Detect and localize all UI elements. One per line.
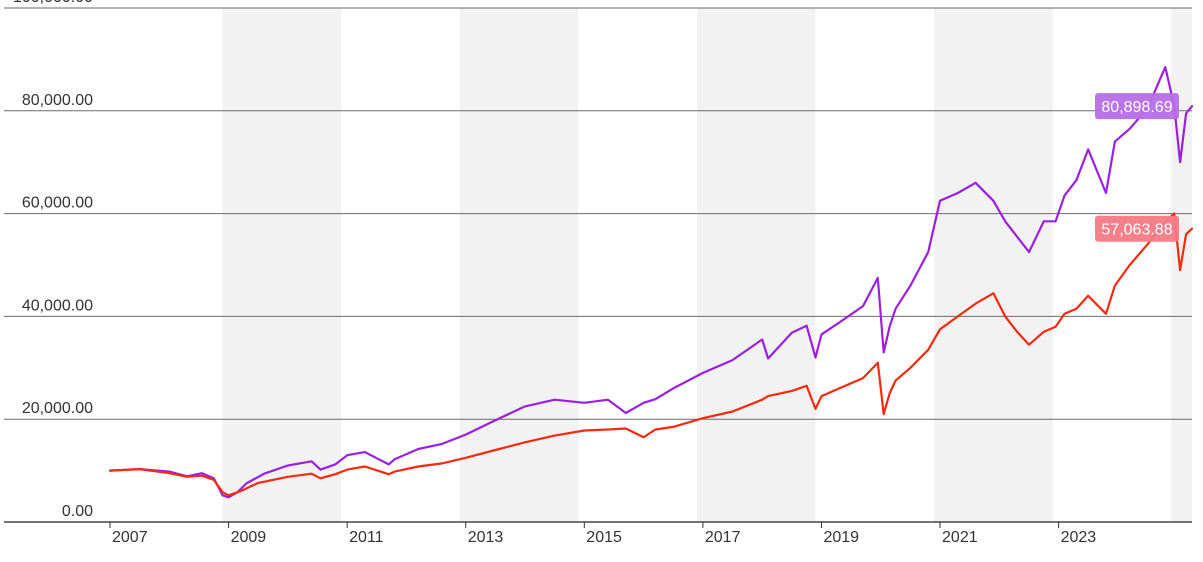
y-axis-ticks: 0.00 20,000.00 40,000.00 60,000.00 80,000.00… (13, 0, 93, 520)
x-tick-label: 2015 (586, 529, 622, 546)
y-tick-label: 80,000.00 (22, 92, 93, 109)
x-tick-label: 2009 (231, 529, 267, 546)
gridlines (4, 7, 1192, 523)
x-tick-label: 2011 (349, 529, 384, 546)
shaded-bands (222, 8, 1192, 522)
x-axis-ticks: 2007 2009 2011 2013 2015 2017 2019 2021 2023 (109, 522, 1097, 546)
y-tick-label: 60,000.00 (22, 195, 93, 212)
end-value-label: 57,063.88 (1101, 222, 1172, 239)
series-lines (108, 66, 1194, 499)
x-tick-label: 2019 (823, 529, 859, 546)
x-tick-label: 2021 (942, 529, 978, 546)
y-tick-label: 100,000.00 (13, 0, 93, 6)
end-value-labels: 80,898.69 57,063.88 (1095, 93, 1179, 242)
x-tick-label: 2013 (468, 529, 504, 546)
x-tick-label: 2023 (1061, 529, 1097, 546)
series-line-0 (108, 66, 1194, 499)
shaded-band-2 (696, 8, 816, 522)
shaded-band-0 (222, 8, 342, 522)
shaded-band-1 (459, 8, 579, 522)
y-tick-label: 20,000.00 (22, 400, 93, 417)
x-tick-label: 2007 (112, 529, 148, 546)
end-value-label: 80,898.69 (1101, 99, 1172, 116)
shaded-band-3 (934, 8, 1053, 522)
end-label-box-0 (1095, 93, 1179, 120)
end-label-box-1 (1095, 215, 1179, 242)
y-tick-label: 0.00 (62, 503, 93, 520)
x-tick-label: 2017 (705, 529, 741, 546)
y-tick-label: 40,000.00 (22, 297, 93, 314)
series-line-1 (108, 212, 1194, 497)
